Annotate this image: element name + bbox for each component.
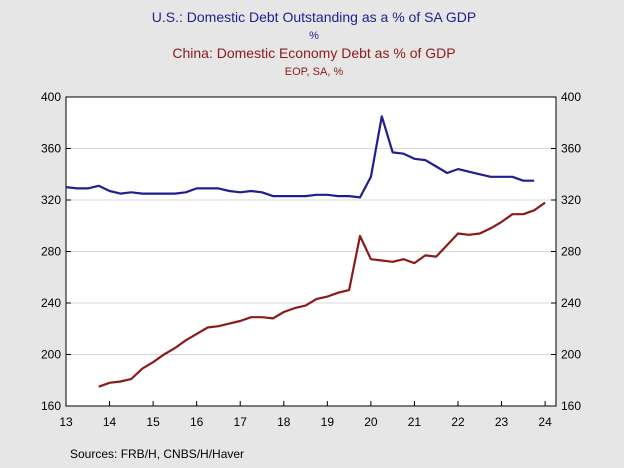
x-tick-label: 17 bbox=[234, 415, 248, 429]
right-tick-label: 240 bbox=[561, 296, 581, 310]
right-axis: 160 200 240 280 320 360 400 bbox=[551, 90, 581, 413]
source-note: Sources: FRB/H, CNBS/H/Haver bbox=[70, 447, 244, 461]
left-axis: 160 200 240 280 320 360 400 bbox=[41, 90, 71, 413]
x-tick-label: 23 bbox=[495, 415, 509, 429]
x-tick-label: 24 bbox=[538, 415, 552, 429]
left-tick-label: 240 bbox=[41, 296, 61, 310]
left-tick-label: 400 bbox=[41, 90, 61, 104]
china-subtitle: EOP, SA, % bbox=[285, 66, 344, 78]
right-tick-label: 200 bbox=[561, 348, 581, 362]
x-tick-label: 19 bbox=[321, 415, 335, 429]
us-series-line bbox=[65, 115, 535, 199]
x-tick-label: 14 bbox=[103, 415, 117, 429]
right-tick-label: 400 bbox=[561, 90, 581, 104]
x-tick-label: 13 bbox=[59, 415, 73, 429]
china-title: China: Domestic Economy Debt as % of GDP bbox=[172, 45, 455, 61]
x-tick-label: 20 bbox=[364, 415, 378, 429]
us-title: U.S.: Domestic Debt Outstanding as a % o… bbox=[152, 9, 476, 25]
left-tick-label: 360 bbox=[41, 142, 61, 156]
us-subtitle: % bbox=[309, 30, 319, 42]
left-tick-label: 280 bbox=[41, 245, 61, 259]
right-tick-label: 280 bbox=[561, 245, 581, 259]
x-tick-label: 21 bbox=[408, 415, 422, 429]
x-tick-label: 15 bbox=[146, 415, 160, 429]
x-tick-label: 16 bbox=[190, 415, 204, 429]
right-tick-label: 160 bbox=[561, 399, 581, 413]
right-tick-label: 320 bbox=[561, 193, 581, 207]
left-tick-label: 200 bbox=[41, 348, 61, 362]
series-lines bbox=[65, 115, 546, 388]
x-tick-label: 18 bbox=[277, 415, 291, 429]
x-axis: 13 14 15 16 17 18 19 20 21 22 23 24 bbox=[59, 401, 552, 429]
china-series-line bbox=[98, 201, 546, 388]
x-tick-label: 22 bbox=[451, 415, 465, 429]
left-tick-label: 320 bbox=[41, 193, 61, 207]
right-tick-label: 360 bbox=[561, 142, 581, 156]
left-tick-label: 160 bbox=[41, 399, 61, 413]
